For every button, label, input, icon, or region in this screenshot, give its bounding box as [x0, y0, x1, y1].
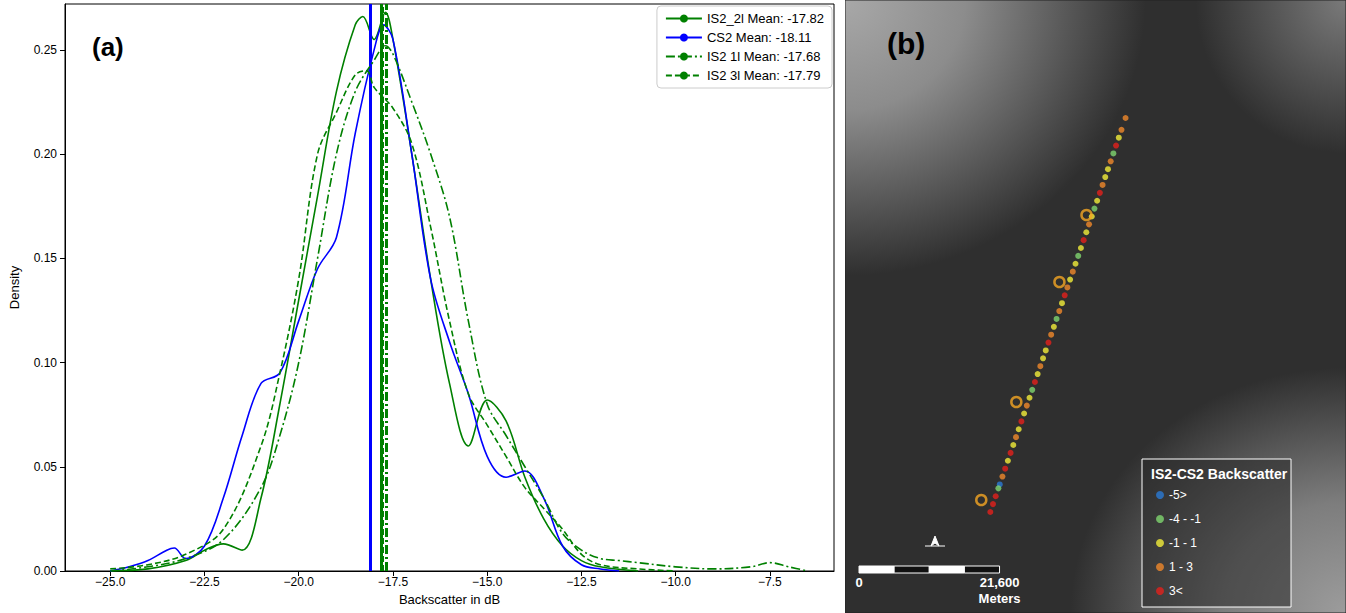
svg-text:0.10: 0.10: [34, 356, 58, 370]
svg-text:21,600: 21,600: [980, 575, 1020, 590]
svg-text:-4 - -1: -4 - -1: [1169, 512, 1201, 526]
svg-text:0: 0: [855, 575, 862, 590]
svg-text:1 - 3: 1 - 3: [1169, 560, 1193, 574]
svg-text:3<: 3<: [1169, 584, 1183, 598]
svg-text:Meters: Meters: [979, 591, 1021, 606]
svg-text:-5>: -5>: [1169, 488, 1187, 502]
svg-text:−22.5: −22.5: [189, 575, 220, 589]
svg-text:CS2 Mean: -18.11: CS2 Mean: -18.11: [707, 30, 812, 45]
svg-text:0.25: 0.25: [34, 43, 58, 57]
svg-text:Backscatter in dB: Backscatter in dB: [399, 592, 500, 607]
svg-text:−20.0: −20.0: [284, 575, 315, 589]
svg-text:IS2 1l Mean: -17.68: IS2 1l Mean: -17.68: [707, 49, 820, 64]
svg-text:−7.5: −7.5: [758, 575, 782, 589]
svg-text:(a): (a): [92, 32, 124, 62]
svg-text:(b): (b): [887, 27, 925, 60]
svg-text:−10.0: −10.0: [660, 575, 691, 589]
svg-text:IS2_2l Mean: -17.82: IS2_2l Mean: -17.82: [707, 11, 824, 26]
svg-text:−25.0: −25.0: [95, 575, 126, 589]
svg-text:−12.5: −12.5: [566, 575, 597, 589]
svg-text:0.00: 0.00: [34, 564, 58, 578]
svg-text:-1 - 1: -1 - 1: [1169, 536, 1197, 550]
svg-text:Density: Density: [7, 265, 22, 309]
svg-text:IS2-CS2 Backscatter: IS2-CS2 Backscatter: [1151, 466, 1288, 482]
svg-text:−15.0: −15.0: [472, 575, 503, 589]
svg-text:0.20: 0.20: [34, 147, 58, 161]
svg-text:0.15: 0.15: [34, 251, 58, 265]
svg-text:−17.5: −17.5: [378, 575, 409, 589]
svg-text:0.05: 0.05: [34, 460, 58, 474]
svg-text:IS2 3l Mean: -17.79: IS2 3l Mean: -17.79: [707, 68, 820, 83]
